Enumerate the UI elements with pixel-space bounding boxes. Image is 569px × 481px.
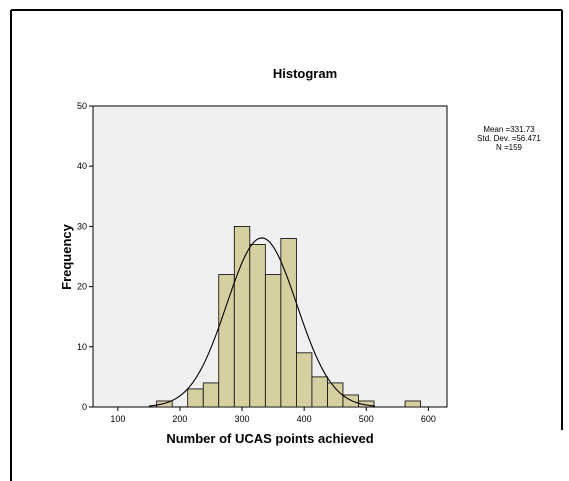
stats-n: N =159 <box>496 143 523 152</box>
axes-layer: 0 10 20 30 40 50 100 200 300 400 500 600 <box>77 101 436 424</box>
histogram-bar-1 <box>156 400 173 408</box>
x-tick-label-300: 300 <box>235 414 250 424</box>
histogram-bar-5 <box>233 225 251 408</box>
normal-curve <box>148 237 376 407</box>
y-tick-label-20: 20 <box>77 282 87 292</box>
y-tick-label-50: 50 <box>77 101 87 111</box>
x-tick-label-200: 200 <box>172 414 187 424</box>
stats-mean: Mean =331.73 <box>483 125 535 134</box>
histogram-bar-11 <box>327 382 344 408</box>
histogram-bar-3 <box>202 382 220 408</box>
x-tick-label-500: 500 <box>359 414 374 424</box>
curve-layer <box>148 237 376 407</box>
y-axis-label: Frequency <box>59 223 74 290</box>
histogram-bar-7 <box>264 274 282 408</box>
stats-std-dev: Std. Dev. =56.471 <box>477 134 541 143</box>
y-tick-label-10: 10 <box>77 342 87 352</box>
y-tick-label-30: 30 <box>77 221 87 231</box>
histogram-bar-6 <box>249 244 266 408</box>
y-tick-label-0: 0 <box>82 402 87 412</box>
x-tick-label-400: 400 <box>297 414 312 424</box>
histogram-bar-10 <box>311 376 328 408</box>
histogram-bar-14 <box>404 400 422 408</box>
x-tick-label-600: 600 <box>421 414 436 424</box>
x-tick-label-100: 100 <box>110 414 125 424</box>
bars-layer <box>156 225 422 408</box>
histogram-bar-9 <box>295 352 313 408</box>
x-axis-label: Number of UCAS points achieved <box>166 431 373 446</box>
chart-title: Histogram <box>273 66 337 81</box>
histogram-bar-8 <box>280 238 297 408</box>
histogram-bar-4 <box>218 274 235 408</box>
histogram-bar-2 <box>187 388 204 408</box>
y-tick-label-40: 40 <box>77 161 87 171</box>
